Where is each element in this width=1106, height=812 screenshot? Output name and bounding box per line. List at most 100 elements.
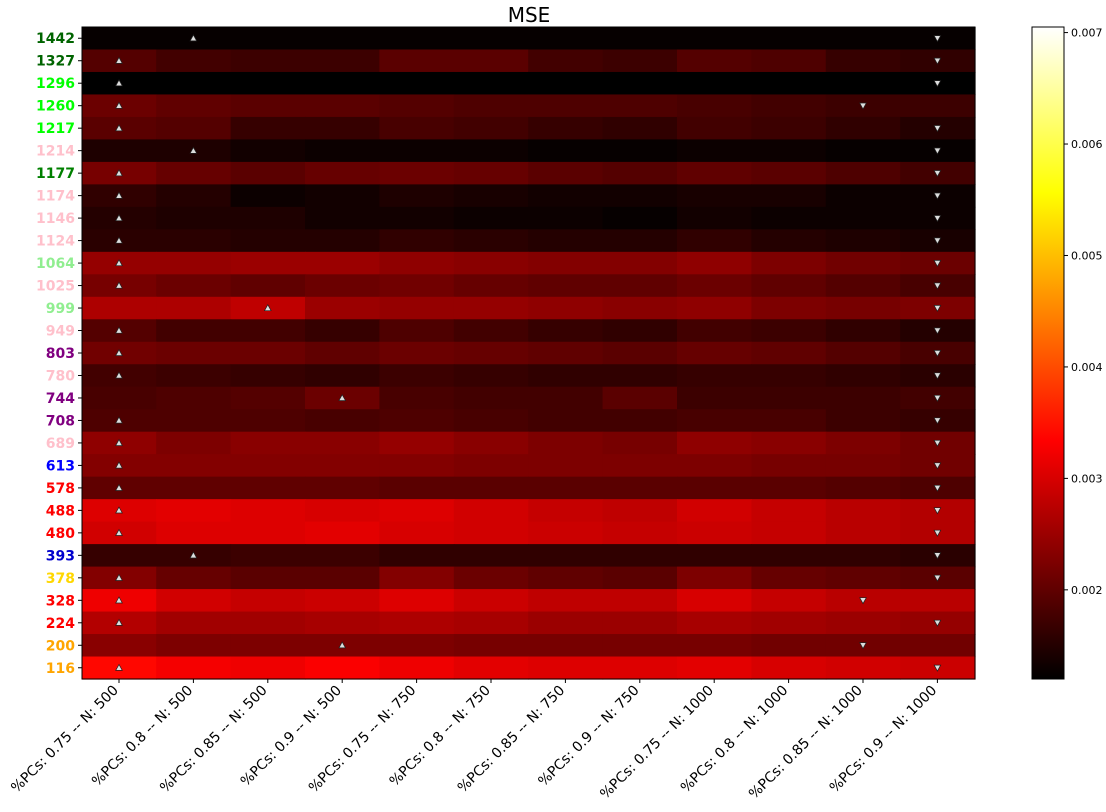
heatmap-cell [379,409,455,433]
max-marker [933,147,942,155]
max-marker [859,642,867,650]
min-marker [189,551,198,559]
max-marker [933,80,942,88]
heatmap-cell [751,499,827,523]
heatmap-cell [528,161,604,185]
heatmap-cell [230,184,306,208]
colorbar-tick-label: 0.002 [1071,584,1103,597]
heatmap-cell [230,499,306,523]
heatmap-cell [528,544,604,568]
heatmap-cell [453,296,529,320]
heatmap-cell [825,161,901,185]
heatmap-cell [156,116,232,141]
heatmap-cell [528,251,604,275]
heatmap-cell [156,634,232,658]
heatmap-cell [453,49,529,73]
heatmap-cell [602,409,678,433]
heatmap-cell [379,229,455,253]
min-marker [115,214,123,222]
heatmap-cell [156,161,232,185]
heatmap-cell [602,206,678,230]
max-marker [933,529,942,537]
heatmap-cell [379,544,455,568]
heatmap-cell [825,364,901,388]
heatmap-cell [751,296,827,320]
heatmap-cell [677,521,752,545]
max-marker [933,282,942,290]
y-tick-label: 1214 [36,144,75,160]
heatmap-cell [602,71,678,96]
heatmap-cell [751,589,827,613]
heatmap-cell [825,476,901,500]
colorbar: 0.002 0.003 0.004 0.005 0.006 0.007 [1031,26,1103,680]
max-marker [933,327,942,335]
heatmap-cell [82,634,157,658]
heatmap-cell [156,386,232,410]
heatmap-cell [677,27,752,51]
y-tick-label: 1442 [36,31,75,47]
heatmap-cell [453,521,529,545]
heatmap-cell [379,139,455,163]
heatmap-cell [825,454,901,478]
y-tick-label: 488 [46,503,75,519]
x-tick-labels: %PCs: 0.75 -- N: 500%PCs: 0.8 -- N: 500%… [8,679,940,802]
heatmap-cell [230,251,306,275]
heatmap-cell [677,634,752,658]
heatmap-cell [602,319,678,343]
y-tick-labels: 1442 1327 1296 1260 1217 1214 1177 1174 1146 1124… [36,31,82,677]
heatmap-cell [230,341,306,365]
heatmap-cell [677,251,752,275]
min-marker [263,303,272,312]
y-tick-label: 744 [46,391,75,407]
heatmap-cell [305,71,380,96]
min-marker [115,281,123,289]
heatmap-cell [453,476,529,500]
heatmap-cell [825,71,901,96]
heatmap-cell [528,94,604,118]
min-marker [338,393,347,401]
y-tick-label: 1217 [36,121,75,137]
heatmap-cell [305,251,380,275]
y-tick-label: 999 [46,301,75,317]
heatmap-cell [677,274,752,298]
min-marker [115,56,123,64]
heatmap-cell [751,521,827,545]
heatmap-cell [751,184,827,208]
heatmap-cell [677,611,752,635]
heatmap-cell [453,251,529,275]
heatmap-cell [751,611,827,635]
heatmap-cell [825,251,901,275]
heatmap-cell [677,139,752,163]
chart-title: MSE [508,3,551,27]
heatmap-cell [230,206,306,230]
heatmap-cell [230,274,306,298]
heatmap-cell [677,364,752,388]
heatmap-cell [528,634,604,658]
heatmap-cell [379,364,455,388]
heatmap-cell [677,184,752,208]
heatmap-cell [453,116,529,141]
max-marker [933,484,942,492]
colorbar-tick-label: 0.004 [1071,361,1103,374]
heatmap-cell [230,656,306,680]
heatmap-cell [305,161,380,185]
heatmap-cell [156,94,232,118]
heatmap-cell [453,27,529,51]
y-tick-label: 578 [46,481,75,497]
heatmap-cell [528,274,604,298]
colorbar-tick-label: 0.003 [1071,472,1103,485]
heatmap-cell [230,566,306,590]
heatmap-cell [602,566,678,590]
heatmap-cell [379,27,455,51]
heatmap-cell [379,319,455,343]
heatmap-cell [900,94,976,118]
heatmap-cell [453,656,529,680]
heatmap-cell [602,544,678,568]
heatmap-cell [751,656,827,680]
heatmap-cell [453,634,529,658]
min-marker [115,348,123,356]
heatmap-cell [230,27,306,51]
heatmap-cell [825,27,901,51]
y-tick-label: 1177 [36,166,75,182]
